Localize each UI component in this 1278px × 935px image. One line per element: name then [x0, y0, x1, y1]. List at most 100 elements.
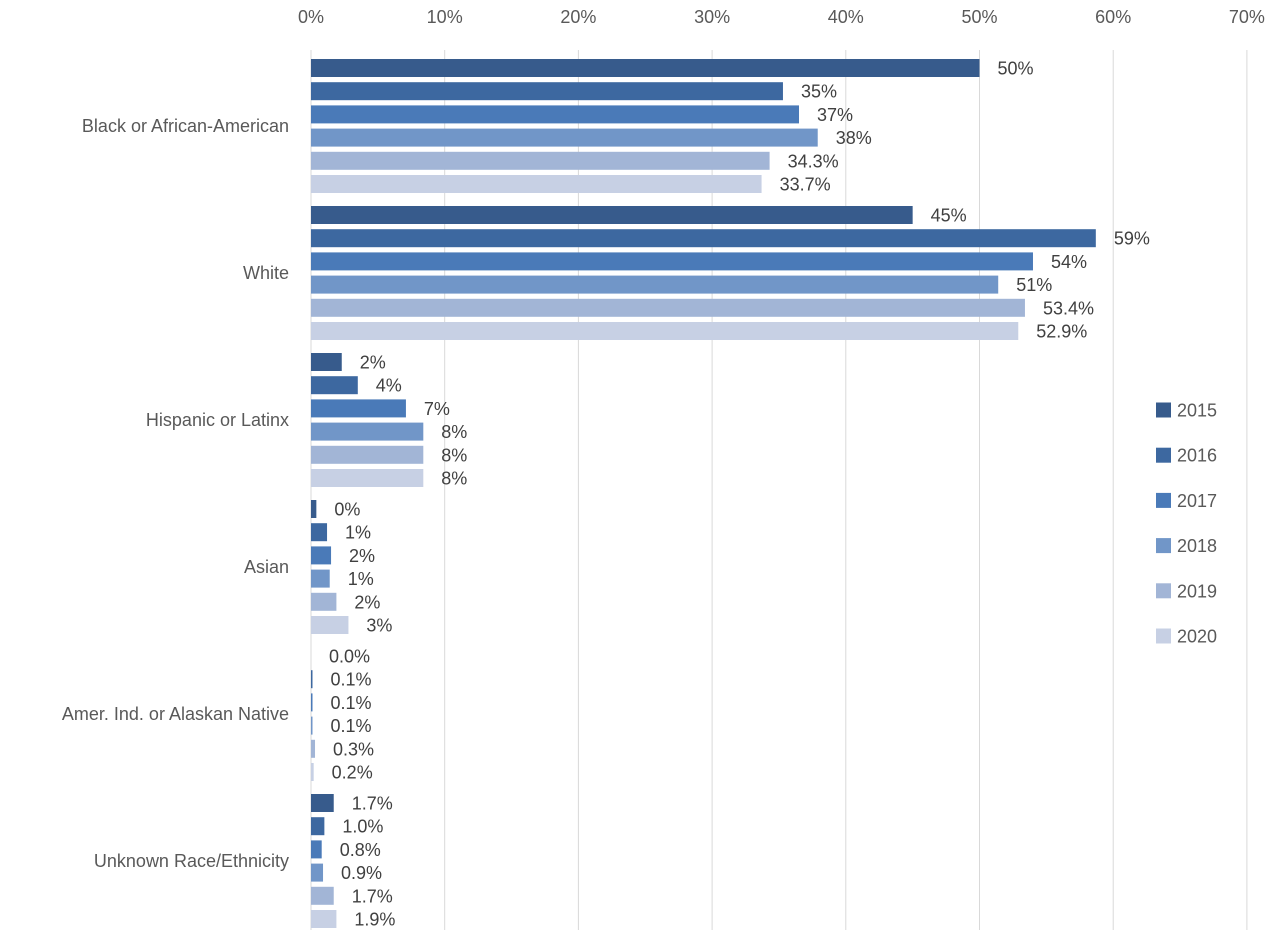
bar-2015: [311, 353, 342, 371]
bar-2019: [311, 298, 1025, 317]
bar-2016: [311, 523, 328, 542]
data-label: 1.9%: [354, 910, 395, 930]
bar-2015: [311, 59, 980, 77]
bar-2020: [311, 616, 349, 634]
bar-2018: [311, 863, 324, 882]
data-label: 53.4%: [1043, 298, 1094, 318]
data-label: 38%: [836, 128, 872, 148]
x-tick-label: 40%: [828, 7, 864, 27]
data-label: 7%: [424, 399, 450, 419]
legend-label: 2016: [1177, 446, 1217, 466]
data-label: 33.7%: [780, 175, 831, 195]
data-label: 0%: [334, 500, 360, 520]
legend-label: 2019: [1177, 581, 1217, 601]
data-label: 2%: [349, 546, 375, 566]
data-label: 0.3%: [333, 739, 374, 759]
data-label: 34.3%: [788, 151, 839, 171]
bar-2019: [311, 886, 334, 905]
legend-label: 2018: [1177, 536, 1217, 556]
legend-swatch-2019: [1156, 583, 1171, 599]
bar-2019: [311, 739, 316, 758]
category-label: Hispanic or Latinx: [146, 410, 289, 430]
x-axis-tick-labels: 0% 10% 20% 30% 40% 50% 60% 70%: [298, 7, 1265, 27]
x-tick-label: 60%: [1095, 7, 1131, 27]
legend-swatch-2016: [1156, 447, 1171, 463]
data-label: 50%: [998, 59, 1034, 79]
data-label: 37%: [817, 105, 853, 125]
bar-2019: [311, 445, 424, 464]
bar-2016: [311, 82, 783, 101]
data-label: 1%: [345, 523, 371, 543]
legend: 2015 2016 2017 2018 2019 2020: [1156, 401, 1217, 647]
data-label: 1.7%: [352, 794, 393, 814]
bar-2020: [311, 763, 314, 781]
bar-2020: [311, 910, 337, 928]
bar-2018: [311, 128, 818, 147]
data-label: 8%: [441, 445, 467, 465]
bar-2017: [311, 693, 313, 712]
bar-2018: [311, 569, 330, 588]
category-label: Unknown Race/Ethnicity: [94, 851, 289, 871]
bar-2017: [311, 546, 332, 565]
bar-2017: [311, 399, 406, 418]
bar-2018: [311, 716, 313, 735]
bar-2015: [311, 206, 913, 224]
data-label: 35%: [801, 82, 837, 102]
x-tick-label: 50%: [961, 7, 997, 27]
data-label: 1%: [348, 569, 374, 589]
legend-swatch-2015: [1156, 402, 1171, 418]
legend-swatch-2020: [1156, 628, 1171, 644]
bar-2017: [311, 840, 322, 859]
bar-2016: [311, 817, 325, 836]
bar-2016: [311, 229, 1096, 248]
bars: [311, 59, 1096, 928]
legend-label: 2015: [1177, 401, 1217, 421]
category-labels: Black or African-American White Hispanic o…: [62, 116, 289, 871]
data-labels: 50% 35% 37% 38% 34.3% 33.7% 45% 59% 54% 51% 53.4% 5…: [329, 59, 1150, 930]
bar-2018: [311, 275, 999, 294]
category-label: White: [243, 263, 289, 283]
data-label: 3%: [366, 616, 392, 636]
x-tick-label: 70%: [1229, 7, 1265, 27]
bar-2020: [311, 322, 1019, 340]
data-label: 0.1%: [331, 670, 372, 690]
legend-swatch-2018: [1156, 538, 1171, 554]
data-label: 8%: [441, 469, 467, 489]
bar-2017: [311, 252, 1033, 271]
bar-2020: [311, 469, 424, 487]
x-tick-label: 10%: [427, 7, 463, 27]
bar-2015: [311, 794, 334, 812]
gridlines: [310, 50, 1248, 930]
data-label: 54%: [1051, 252, 1087, 272]
legend-swatch-2017: [1156, 492, 1171, 508]
category-label: Amer. Ind. or Alaskan Native: [62, 704, 289, 724]
data-label: 2%: [360, 353, 386, 373]
bar-2016: [311, 670, 313, 689]
bar-2017: [311, 105, 800, 124]
category-label: Black or African-American: [82, 116, 289, 136]
data-label: 2%: [354, 592, 380, 612]
bar-2020: [311, 175, 762, 193]
data-label: 45%: [931, 206, 967, 226]
bar-2016: [311, 376, 358, 395]
bar-2019: [311, 151, 770, 170]
bar-2015: [311, 500, 317, 518]
data-label: 51%: [1016, 275, 1052, 295]
data-label: 59%: [1114, 229, 1150, 249]
data-label: 0.8%: [340, 840, 381, 860]
bar-2018: [311, 422, 424, 441]
legend-label: 2020: [1177, 627, 1217, 647]
category-label: Asian: [244, 557, 289, 577]
data-label: 0.9%: [341, 863, 382, 883]
data-label: 1.7%: [352, 886, 393, 906]
data-label: 8%: [441, 422, 467, 442]
x-tick-label: 0%: [298, 7, 324, 27]
data-label: 1.0%: [342, 817, 383, 837]
data-label: 0.1%: [331, 716, 372, 736]
data-label: 0.1%: [331, 693, 372, 713]
bar-2019: [311, 592, 337, 611]
data-label: 4%: [376, 376, 402, 396]
x-tick-label: 30%: [694, 7, 730, 27]
